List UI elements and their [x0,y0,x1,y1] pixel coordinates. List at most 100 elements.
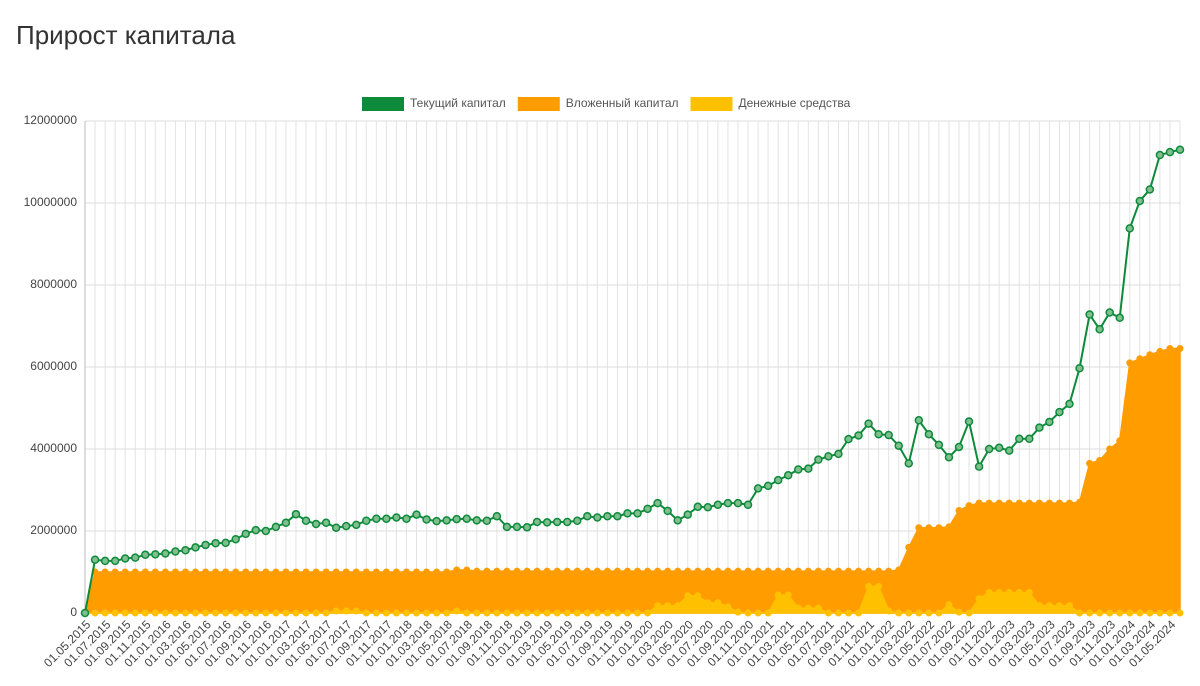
data-point [462,514,471,523]
data-point [623,509,632,518]
data-point [552,517,562,527]
data-point [703,502,713,512]
data-point [1126,609,1134,617]
data-point [634,567,642,575]
data-point [915,609,923,617]
data-point [664,602,672,610]
data-point [181,609,189,617]
data-point [302,609,310,617]
data-point [674,567,682,575]
data-point [332,607,340,615]
data-point [332,568,340,576]
data-point [1045,417,1054,427]
y-tick-label: 8000000 [30,277,77,291]
data-point [613,567,621,575]
data-point [312,609,320,617]
data-point [1145,185,1155,194]
data-point [402,609,410,617]
data-point [905,609,913,617]
data-point [724,603,732,611]
data-point [503,609,511,617]
data-point [704,599,712,607]
data-point [372,609,380,617]
data-point [603,511,612,521]
data-point [1055,407,1064,417]
data-point [292,609,300,617]
data-point [1085,310,1094,319]
data-point [121,609,129,617]
data-point [945,601,953,609]
data-point [472,516,482,525]
data-point [1065,602,1073,610]
data-point [562,517,572,527]
legend-swatch [517,97,560,111]
data-point [643,504,652,514]
data-point [744,567,752,575]
data-point [1155,150,1165,160]
data-point [1096,456,1104,464]
data-point [90,555,100,564]
data-point [372,514,381,523]
data-point [885,567,893,575]
data-point [171,547,180,556]
data-point [603,609,611,617]
data-point [904,459,914,468]
data-point [824,567,832,575]
data-point [593,513,602,522]
data-point [362,516,371,525]
data-point [342,568,350,576]
data-point [895,566,903,574]
data-point [262,568,270,576]
data-point [824,609,832,617]
data-point [603,567,611,575]
data-point [844,609,852,617]
data-point [191,543,200,552]
data-point [261,526,271,536]
data-point [281,518,291,528]
data-point [1166,609,1174,617]
data-point [151,609,159,617]
data-point [854,431,863,440]
data-point [1176,345,1184,353]
data-point [301,516,311,525]
data-point [322,609,330,617]
data-point [232,568,240,576]
data-point [362,609,370,617]
data-point [1055,499,1063,507]
data-point [1166,345,1174,353]
data-point [814,567,822,575]
data-point [503,567,511,575]
data-point [944,452,954,462]
data-point [684,567,692,575]
data-point [673,516,682,525]
data-point [975,499,983,507]
data-point [352,568,360,576]
data-point [623,609,631,617]
data-point [222,609,230,617]
data-point [362,568,370,576]
data-point [954,442,964,452]
data-point [232,609,240,617]
data-point [532,517,542,527]
data-point [110,556,120,566]
data-point [241,529,250,539]
data-point [1126,359,1134,367]
data-point [1035,602,1043,610]
data-point [935,609,943,617]
data-point [202,568,210,576]
data-point [783,470,793,480]
data-point [895,609,903,617]
data-point [473,609,481,617]
data-point [402,568,410,576]
data-point [433,609,441,617]
data-point [593,609,601,617]
data-point [372,568,380,576]
data-point [1146,609,1154,617]
data-point [924,429,934,439]
data-point [774,591,782,599]
data-point [723,498,733,508]
data-point [171,609,179,617]
y-tick-label: 6000000 [30,359,77,373]
data-point [994,443,1004,453]
data-point [262,609,270,617]
